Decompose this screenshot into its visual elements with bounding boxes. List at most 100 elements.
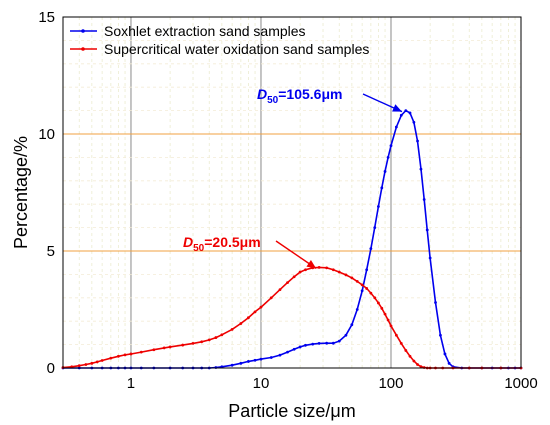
data-point	[389, 324, 393, 328]
data-point	[95, 360, 99, 364]
data-point	[416, 139, 419, 143]
data-point	[439, 333, 442, 337]
legend: Soxhlet extraction sand samples Supercrit…	[70, 23, 369, 57]
data-point	[230, 327, 234, 331]
data-point	[376, 205, 380, 208]
annotation-main: D	[257, 86, 267, 102]
data-point	[325, 341, 329, 345]
data-point	[360, 283, 364, 287]
y-tick-label: 15	[38, 9, 55, 26]
data-point	[278, 288, 282, 292]
series-line-1	[63, 109, 521, 369]
data-point	[100, 359, 104, 362]
legend-marker-2	[81, 47, 85, 51]
data-point	[350, 276, 354, 280]
data-point	[408, 354, 412, 358]
annotation-arrowhead	[306, 260, 317, 269]
y-tick-label: 5	[47, 243, 55, 260]
data-point	[191, 342, 195, 345]
data-point	[344, 273, 348, 277]
data-point	[376, 301, 380, 305]
data-point	[292, 275, 296, 279]
data-point	[447, 361, 451, 365]
data-point	[419, 365, 423, 368]
data-point	[239, 322, 243, 325]
data-point	[344, 333, 348, 337]
data-point	[412, 359, 416, 363]
data-point	[399, 342, 403, 345]
data-point	[355, 280, 359, 283]
y-axis-title: Percentage/%	[11, 136, 31, 249]
data-point	[152, 348, 156, 352]
data-point	[317, 265, 321, 269]
data-point	[253, 358, 257, 362]
annotation-value: =20.5μm	[204, 234, 260, 250]
plot-frame	[62, 16, 522, 369]
grid	[62, 17, 521, 368]
data-point	[278, 353, 282, 357]
data-point	[304, 268, 307, 272]
annotation-subscript: 50	[193, 243, 205, 254]
data-point	[246, 360, 250, 363]
data-point	[404, 349, 408, 352]
data-point	[162, 346, 166, 350]
data-point	[77, 364, 81, 368]
data-point	[386, 156, 390, 159]
data-point	[355, 308, 359, 311]
data-point	[109, 356, 113, 360]
data-point	[404, 109, 408, 112]
data-point	[360, 289, 364, 293]
data-point	[365, 268, 369, 272]
data-point	[425, 228, 429, 232]
annotation-arrowhead	[392, 104, 402, 112]
y-tick-label: 0	[47, 360, 55, 377]
data-point	[269, 296, 273, 300]
data-point	[220, 333, 224, 337]
data-point	[408, 111, 412, 115]
d50-annotation-1: D50=105.6μm	[257, 86, 342, 106]
data-point	[412, 120, 416, 124]
data-point	[373, 226, 377, 230]
data-point	[259, 357, 263, 361]
legend-label-1: Soxhlet extraction sand samples	[104, 23, 306, 39]
x-tick-label: 1	[127, 375, 135, 392]
data-point	[416, 363, 419, 366]
data-point	[394, 333, 398, 337]
data-point	[269, 356, 273, 359]
data-point	[369, 247, 373, 251]
data-point	[304, 343, 307, 347]
x-tick-label: 100	[378, 375, 403, 392]
data-point	[443, 352, 447, 356]
axis-ticks: 1 10 100 1000 0 5 10 15	[38, 9, 537, 392]
data-point	[386, 318, 390, 322]
data-point	[200, 340, 204, 344]
data-point	[116, 354, 120, 358]
data-point	[350, 323, 354, 327]
data-point	[129, 352, 133, 356]
data-point	[369, 291, 373, 295]
y-tick-label: 10	[38, 126, 55, 143]
data-point	[286, 350, 289, 354]
data-point	[298, 270, 302, 274]
data-point	[292, 347, 296, 351]
data-point	[419, 167, 423, 171]
data-point	[428, 256, 432, 260]
x-axis-title: Particle size/μm	[228, 401, 355, 421]
data-point	[253, 310, 257, 314]
data-point	[181, 343, 185, 347]
x-tick-label: 10	[253, 375, 270, 392]
data-point	[239, 361, 243, 365]
data-point	[139, 350, 143, 354]
d50-annotation-2: D50=20.5μm	[183, 234, 261, 254]
data-point	[311, 342, 315, 346]
data-point	[399, 113, 403, 117]
data-point	[84, 363, 88, 366]
data-point	[422, 198, 426, 201]
data-point	[123, 353, 127, 357]
data-point	[389, 144, 393, 148]
data-point	[434, 301, 437, 304]
data-point	[337, 270, 341, 274]
data-point	[207, 338, 211, 342]
